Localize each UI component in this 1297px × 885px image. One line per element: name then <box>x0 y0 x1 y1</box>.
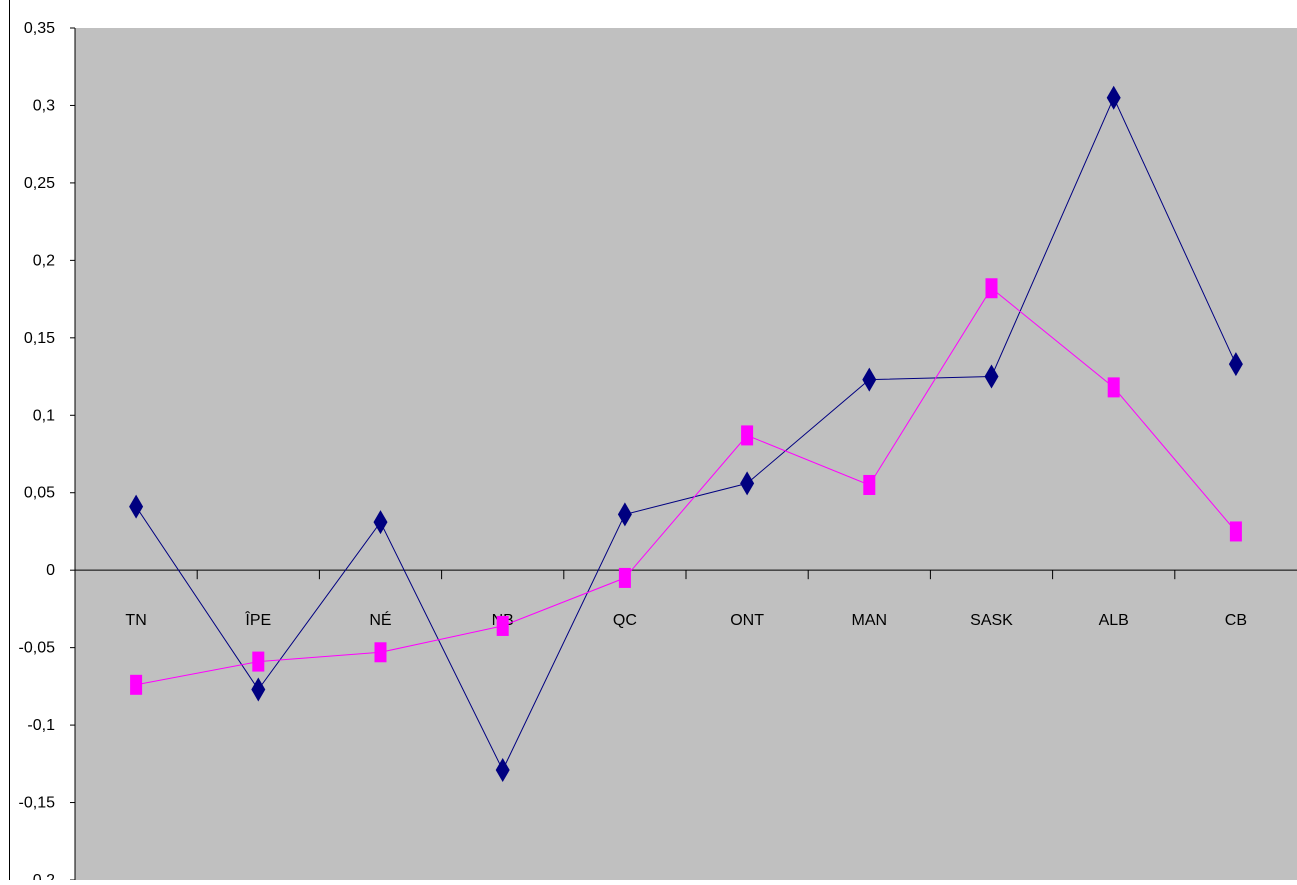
x-tick-label: NÉ <box>369 610 391 629</box>
series-2-point <box>374 642 387 663</box>
series-1 <box>129 85 1243 783</box>
x-tick-label: QC <box>613 612 637 629</box>
y-tick-label: 0,05 <box>24 485 55 502</box>
series-layer <box>129 85 1243 783</box>
y-axis-ticks: -0,2 -0,15 -0,1 -0,05 0 0,05 0,1 0,15 0,2 0,25 0,3… <box>19 20 75 885</box>
series-1-point <box>862 367 877 392</box>
plot-area <box>75 28 1297 880</box>
x-tick-label: ONT <box>730 612 764 629</box>
series-2-point <box>496 615 509 636</box>
x-tick-label: ALB <box>1099 612 1129 629</box>
series-1-point <box>1106 85 1121 110</box>
series-1-line <box>135 96 1237 772</box>
series-1-point <box>617 502 632 527</box>
x-tick-label: ÎPE <box>244 610 271 629</box>
series-2 <box>130 278 1242 695</box>
y-tick-label: -0,2 <box>27 872 55 880</box>
series-2-point <box>741 425 754 446</box>
series-1-point <box>495 758 510 783</box>
y-tick-label: -0,15 <box>19 795 56 812</box>
series-2-line <box>136 287 1237 686</box>
series-2-point <box>1107 377 1120 398</box>
series-2-point <box>618 567 631 588</box>
series-1-point <box>373 510 388 535</box>
series-1-point <box>984 364 999 389</box>
x-tick-label: SASK <box>970 612 1013 629</box>
x-tick-label: MAN <box>852 612 888 629</box>
series-2-point <box>130 674 143 695</box>
series-1-point <box>740 471 755 496</box>
y-tick-label: -0,1 <box>27 717 55 734</box>
y-tick-label: -0,05 <box>19 640 56 657</box>
series-2-point <box>863 474 876 495</box>
y-tick-label: 0,1 <box>33 407 55 424</box>
x-tick-label: TN <box>125 612 146 629</box>
x-tick-label: CB <box>1225 612 1247 629</box>
series-2-point <box>1229 521 1242 542</box>
series-1-point <box>129 494 144 519</box>
series-2-point <box>985 278 998 299</box>
y-tick-label: 0,3 <box>33 97 55 114</box>
y-tick-label: 0,2 <box>33 252 55 269</box>
y-tick-label: 0 <box>46 562 55 579</box>
y-tick-label: 0,35 <box>24 20 55 37</box>
left-frame-line <box>9 0 10 880</box>
series-1-point <box>251 677 266 702</box>
y-tick-label: 0,25 <box>24 175 55 192</box>
series-1-point <box>1228 352 1243 377</box>
y-tick-label: 0,15 <box>24 330 55 347</box>
series-2-point <box>252 651 265 672</box>
